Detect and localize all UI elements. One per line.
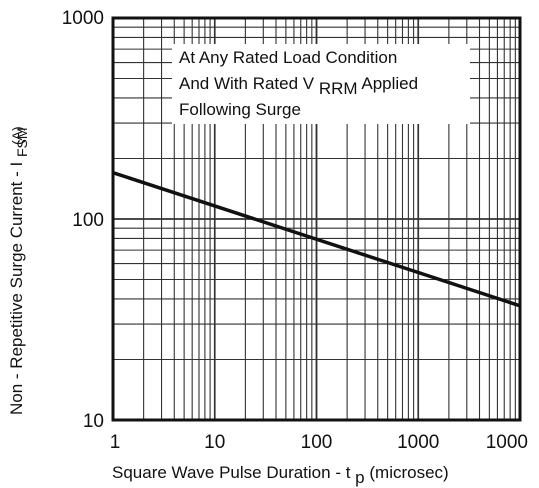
y-tick-labels: 10 100 1000 bbox=[62, 8, 104, 432]
x-tick-label: 100 bbox=[301, 432, 333, 453]
y-tick-label: 10 bbox=[83, 411, 104, 432]
annotation-line-1: At Any Rated Load Condition bbox=[179, 48, 397, 67]
annotation-box: At Any Rated Load Condition And With Rat… bbox=[172, 44, 470, 124]
x-tick-label: 1000 bbox=[397, 432, 439, 453]
plot-frame bbox=[111, 16, 522, 422]
y-tick-label: 100 bbox=[72, 210, 104, 231]
x-axis-label: Square Wave Pulse Duration - t p (micros… bbox=[112, 463, 449, 487]
x-tick-label: 10 bbox=[204, 432, 225, 453]
annotation-background bbox=[172, 44, 470, 124]
y-axis-unit: (A) bbox=[9, 126, 25, 145]
annotation-line-2: And With Rated V RRM Applied bbox=[179, 74, 418, 98]
y-tick-label: 1000 bbox=[62, 8, 104, 29]
series-line bbox=[112, 171, 521, 308]
x-tick-labels: 1 10 100 1000 1000 bbox=[110, 432, 528, 453]
annotation-line-3: Following Surge bbox=[179, 100, 301, 119]
y-axis-label: Non - Repetitive Surge Current - I FSM bbox=[7, 127, 30, 415]
x-tick-label: 1 bbox=[110, 432, 121, 453]
x-tick-label: 1000 bbox=[486, 432, 528, 453]
y-axis-unit-group: (A) bbox=[9, 126, 25, 145]
y-axis-label-group: Non - Repetitive Surge Current - I FSM bbox=[7, 127, 30, 415]
